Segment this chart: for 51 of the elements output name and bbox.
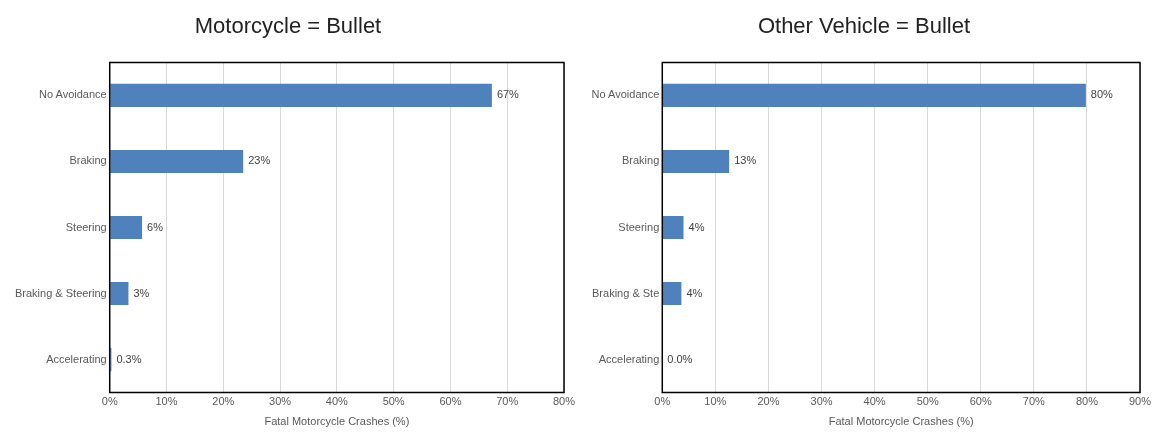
- x-tick-label: 60%: [439, 395, 462, 408]
- x-tick-label: 40%: [863, 395, 886, 408]
- x-tick-label: 0%: [101, 395, 118, 408]
- data-label: 13%: [734, 154, 757, 167]
- x-tick-label: 10%: [704, 395, 727, 408]
- bar: [110, 83, 492, 107]
- x-tick-label: 50%: [382, 395, 405, 408]
- x-tick-label: 80%: [552, 395, 576, 408]
- data-label: 0.3%: [116, 352, 142, 365]
- bar: [662, 215, 684, 240]
- x-axis-title: Fatal Motorcycle Crashes (%): [828, 415, 974, 428]
- y-tick-label: No Avoidance: [591, 88, 660, 101]
- x-tick-label: 30%: [810, 395, 833, 408]
- y-tick-label: No Avoidance: [39, 88, 107, 101]
- x-tick-label: 50%: [916, 395, 939, 408]
- data-label: 23%: [248, 154, 271, 167]
- y-tick-label: Accelerating: [46, 352, 107, 365]
- chart-title: Other Vehicle = Bullet: [757, 13, 971, 39]
- data-label: 6%: [147, 220, 164, 233]
- data-label: 67%: [496, 88, 520, 101]
- data-label: 0.0%: [667, 352, 693, 365]
- x-tick-label: 30%: [269, 395, 292, 408]
- x-tick-label: 40%: [325, 395, 349, 408]
- bar: [662, 83, 1086, 107]
- x-tick-label: 80%: [1075, 395, 1099, 408]
- y-tick-label: Braking & Ste: [592, 286, 660, 299]
- y-tick-label: Braking: [621, 154, 660, 167]
- chart-title: Motorcycle = Bullet: [194, 13, 382, 39]
- x-tick-label: 0%: [654, 395, 671, 408]
- x-tick-label: 10%: [155, 395, 178, 408]
- y-tick-label: Steering: [65, 220, 107, 233]
- x-axis-title: Fatal Motorcycle Crashes (%): [264, 415, 410, 428]
- x-tick-label: 20%: [212, 395, 235, 408]
- data-label: 4%: [686, 286, 703, 299]
- y-tick-label: Accelerating: [598, 352, 660, 365]
- x-tick-label: 90%: [1128, 395, 1152, 408]
- x-tick-label: 70%: [496, 395, 519, 408]
- y-tick-label: Braking: [69, 154, 107, 167]
- data-label: 80%: [1090, 88, 1114, 101]
- bar: [110, 215, 143, 240]
- data-label: 3%: [133, 286, 150, 299]
- x-tick-label: 20%: [757, 395, 780, 408]
- y-tick-label: Steering: [618, 220, 660, 233]
- data-label: 4%: [688, 220, 705, 233]
- bar: [662, 281, 682, 306]
- bar: [110, 149, 244, 174]
- y-tick-label: Braking & Steering: [15, 286, 107, 299]
- x-tick-label: 70%: [1022, 395, 1046, 408]
- bar: [110, 281, 129, 306]
- bar: [662, 149, 730, 174]
- x-tick-label: 60%: [969, 395, 992, 408]
